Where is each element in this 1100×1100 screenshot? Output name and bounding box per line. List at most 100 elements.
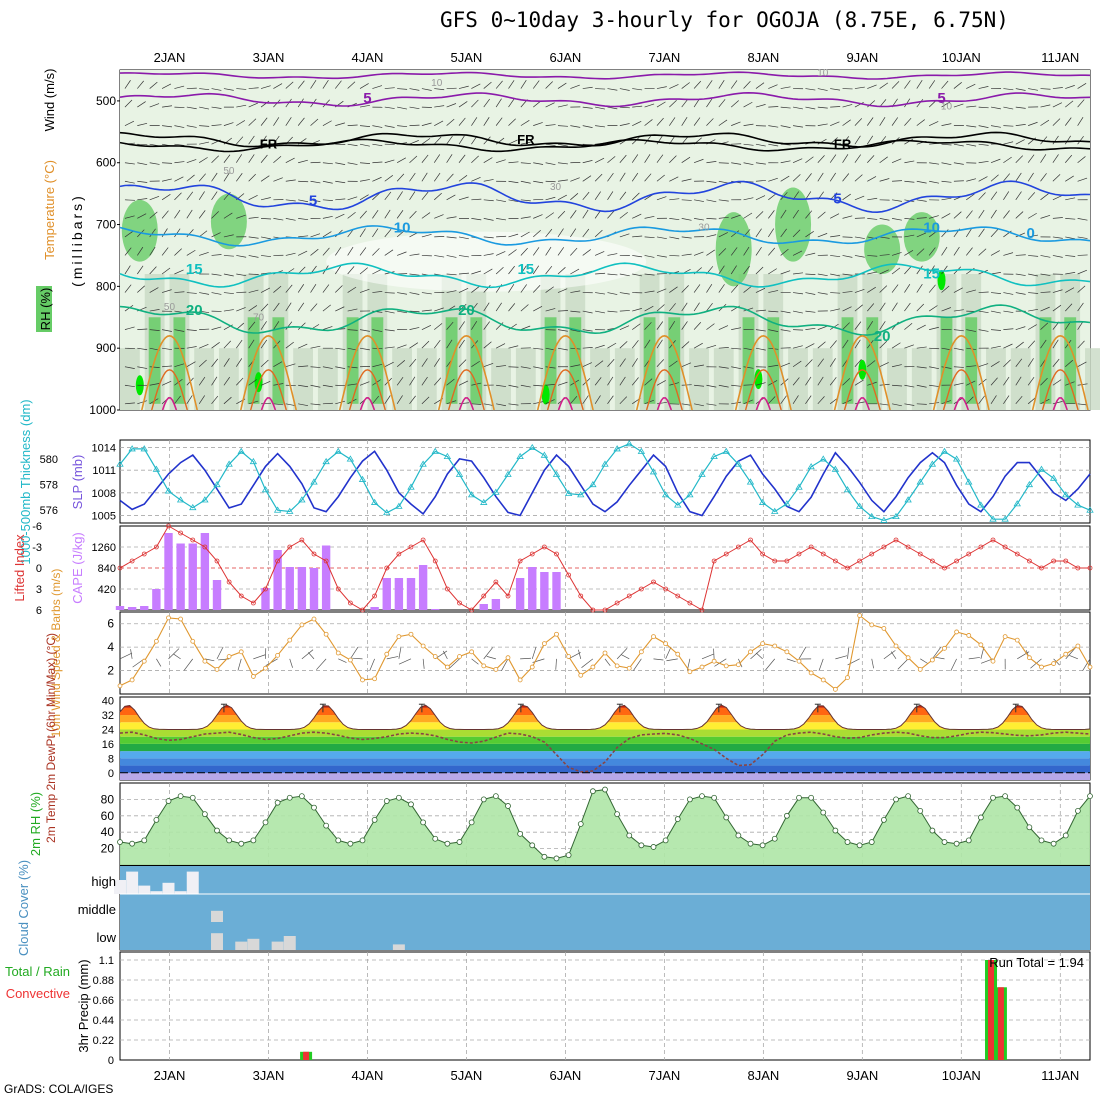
wind-barb [149,366,160,368]
wind-barb [644,273,655,276]
wind-barb [174,192,182,201]
wind-barb [731,214,741,219]
rh-point [165,798,172,804]
thickness-point [249,457,258,465]
wind-barb [532,285,541,293]
wind-barb [990,209,997,219]
wind-barb [483,98,490,108]
wind-barb [1015,273,1026,276]
wind-barb [1015,88,1026,91]
wind-barb [471,83,481,89]
rh-point [759,842,766,849]
wind-barb [161,210,169,219]
wind-barb [545,81,553,89]
wind-barb [1015,232,1026,238]
wind-barb [718,325,729,330]
wind-barb [594,251,605,256]
wind-barb [137,162,148,166]
wind-barb [483,136,491,145]
wind-barb [842,136,850,145]
rh-point [262,819,269,826]
wind-barb [904,266,912,275]
thickness-axis-label: 1000-500mb Thickness (dm) [18,399,33,564]
wind-barb [310,233,321,238]
thickness-point [443,452,452,460]
rh-max-spot [541,384,550,405]
wind-barb [471,198,482,201]
wind-barb [805,156,814,164]
lifted-index-line [119,525,1090,611]
wind-barb [1027,212,1037,219]
wind-barb [929,384,940,387]
wind-barb [854,288,865,293]
wind-barb [805,173,812,182]
thickness-point [940,447,949,454]
wind-barb [384,106,395,109]
wind-barb [693,251,704,256]
rh-point [905,793,912,800]
rh-column [491,348,511,410]
slp-tick-1008: 1008 [92,488,116,500]
thickness-point [189,503,197,511]
temp-tick-32: 32 [102,710,114,722]
wind-barb [285,284,293,293]
warm-arch [240,334,297,411]
wind-barb [211,395,219,405]
wind-barb [755,211,764,219]
wind-barb [433,339,441,349]
wind-barb [570,210,577,219]
wind-barb [495,80,503,89]
rh-column [293,348,314,410]
lifted-index-point [772,558,778,564]
thickness-point [286,507,294,514]
rh-point [274,799,281,806]
cloud-bar [186,871,199,894]
wind-barb [1040,88,1051,90]
wind-barb [483,199,494,202]
wind-barb [260,359,269,367]
lifted-index-point [226,579,232,585]
rh-mid-blob [903,212,940,262]
isotherm-label-6: 5 [833,191,841,208]
wind-barb [508,98,515,108]
thickness-point [613,445,621,452]
wind-barb [471,321,478,330]
wind-barb [533,122,543,126]
wind-barb [297,98,304,108]
x-tick-top-6JAN: 6JAN [550,50,582,65]
wind-barb [879,302,886,312]
cape-tick-420: 420 [98,584,116,596]
wind-barb [891,342,901,349]
wind-barb [656,288,667,293]
wind-barb [817,341,826,349]
wind-barb [421,396,430,405]
wind-barb [347,162,358,165]
wind-barb [211,232,221,238]
lifted-index-point [663,586,669,592]
wind-barb [1077,285,1086,293]
wind-barb [768,84,778,89]
thickness-point [746,478,755,485]
wind-barb [199,88,210,91]
wind-speed-point [651,634,656,639]
wind-barb [483,362,494,368]
wind-barb [236,273,247,277]
rh-point [286,794,293,801]
wind-barb [458,135,465,145]
rh-contour-label-5: 30 [698,223,710,234]
precip-convective-bar [988,960,995,1060]
wind-tick-6: 6 [107,617,114,631]
wind-speed-point [311,616,317,622]
wind-barb [817,233,828,238]
lifted-index-point [954,558,960,564]
lifted-index-point [1026,558,1032,564]
wind-barb [928,265,935,275]
wind-barb [891,252,902,256]
wind-barb [198,376,206,386]
wind-barb [928,305,938,312]
wind-barb [545,196,556,201]
wind-barb [421,191,429,201]
wind-barb [607,191,614,201]
surface-wind-barb [216,646,224,660]
rh-point [1002,793,1009,800]
